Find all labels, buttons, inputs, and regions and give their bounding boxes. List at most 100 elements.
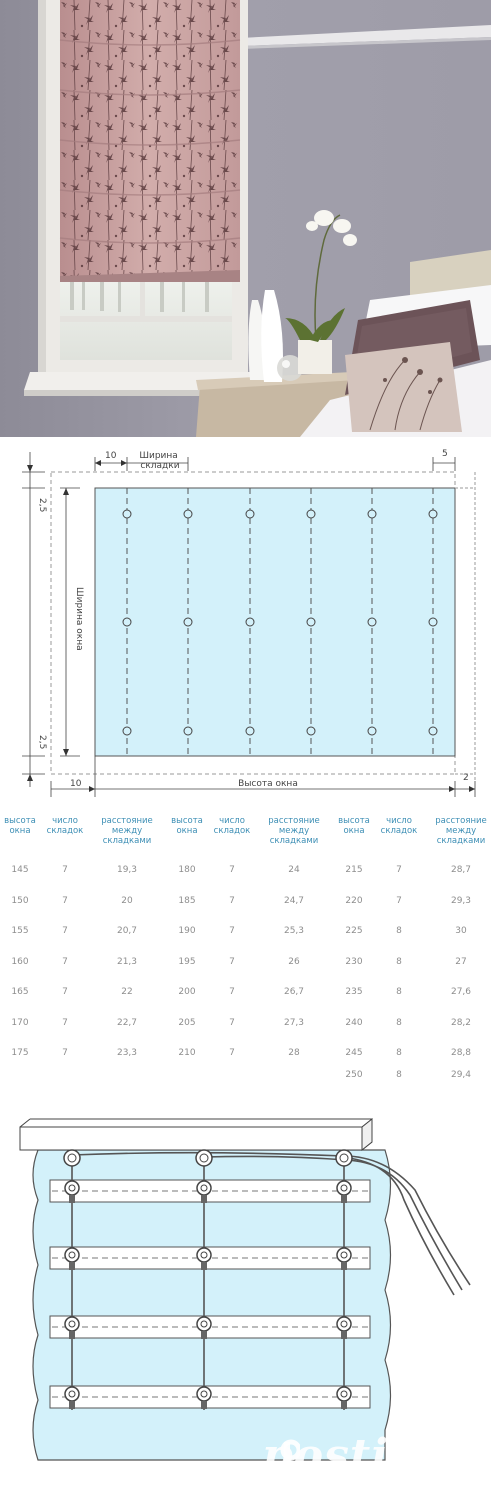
cell-distance: 27 [455, 957, 467, 967]
cell-distance: 28,7 [450, 865, 472, 875]
header-height: высота окна [4, 816, 36, 836]
cell-height: 195 [178, 957, 196, 967]
cell-height: 205 [178, 1018, 196, 1028]
fold-width-label: Ширина складки [139, 451, 180, 471]
header-folds: число складок [380, 816, 418, 836]
cell-folds: 7 [396, 865, 402, 875]
cell-distance: 29,3 [450, 896, 472, 906]
cell-height: 165 [11, 987, 29, 997]
cell-height: 190 [178, 926, 196, 936]
cell-distance: 24 [288, 865, 300, 875]
cell-height: 150 [11, 896, 29, 906]
cell-folds: 8 [396, 1048, 402, 1058]
cell-height: 245 [345, 1048, 363, 1058]
header-distance: расстояние между складками [101, 816, 153, 846]
cell-distance: 27,6 [450, 987, 472, 997]
cell-distance: 23,3 [116, 1048, 138, 1058]
cell-distance: 28 [288, 1048, 300, 1058]
fold-width-label-line1: Ширина [139, 451, 177, 461]
watermark-text: postila.ru [262, 1430, 491, 1481]
blind-assembly-diagram [19, 1117, 471, 1461]
table-column-1: высота окна число складок расстояние меж… [0, 812, 165, 1102]
cell-distance: 20,7 [116, 926, 138, 936]
header-distance: расстояние между складками [268, 816, 320, 846]
cell-height: 230 [345, 957, 363, 967]
cell-folds: 7 [229, 926, 235, 936]
headrail [19, 1117, 373, 1151]
cell-height: 170 [11, 1018, 29, 1028]
cell-folds: 7 [229, 1048, 235, 1058]
window-width-label: Ширина окна [74, 587, 84, 651]
cell-folds: 7 [62, 896, 68, 906]
cell-distance: 22 [121, 987, 133, 997]
fabric-panel [94, 487, 456, 757]
dim-side-top: 2,5 [37, 498, 47, 512]
cell-folds: 8 [396, 1070, 402, 1080]
cell-height: 215 [345, 865, 363, 875]
cell-folds: 7 [229, 896, 235, 906]
cell-folds: 7 [62, 1048, 68, 1058]
cell-folds: 8 [396, 987, 402, 997]
cell-height: 220 [345, 896, 363, 906]
ring-marks [122, 509, 438, 736]
cell-height: 175 [11, 1048, 29, 1058]
cell-distance: 20 [121, 896, 133, 906]
cell-distance: 28,8 [450, 1048, 472, 1058]
cell-folds: 7 [62, 1018, 68, 1028]
cell-folds: 7 [62, 926, 68, 936]
cell-distance: 22,7 [116, 1018, 138, 1028]
cell-folds: 7 [62, 987, 68, 997]
cell-folds: 7 [62, 957, 68, 967]
cell-height: 180 [178, 865, 196, 875]
header-height: высота окна [338, 816, 370, 836]
cell-height: 250 [345, 1070, 363, 1080]
fabric-panel [32, 1149, 392, 1461]
header-distance: расстояние между складками [435, 816, 487, 846]
dim-bottom-left: 10 [70, 779, 82, 789]
cell-distance: 25,3 [283, 926, 305, 936]
cell-height: 240 [345, 1018, 363, 1028]
cell-distance: 28,2 [450, 1018, 472, 1028]
cell-height: 200 [178, 987, 196, 997]
cell-distance: 24,7 [283, 896, 305, 906]
cell-distance: 21,3 [116, 957, 138, 967]
cell-distance: 27,3 [283, 1018, 305, 1028]
window-height-label: Высота окна [238, 779, 298, 789]
table-column-3: высота окна число складок расстояние меж… [334, 812, 491, 1102]
cell-distance: 26,7 [283, 987, 305, 997]
header-height: высота окна [171, 816, 203, 836]
header-folds: число складок [46, 816, 84, 836]
cords [71, 1151, 471, 1410]
dim-bottom-right: 2 [463, 773, 469, 783]
header-folds: число складок [213, 816, 251, 836]
room-photo [0, 0, 491, 437]
cell-height: 225 [345, 926, 363, 936]
cell-distance: 30 [455, 926, 467, 936]
cell-height: 185 [178, 896, 196, 906]
cell-distance: 19,3 [116, 865, 138, 875]
folds-table: высота окна число складок расстояние меж… [0, 812, 491, 1102]
cell-height: 160 [11, 957, 29, 967]
postila-logo-icon [280, 1439, 300, 1474]
cell-height: 145 [11, 865, 29, 875]
cell-folds: 7 [229, 865, 235, 875]
dim-top-right: 5 [442, 449, 448, 459]
table-column-2: высота окна число складок расстояние меж… [167, 812, 332, 1102]
cell-folds: 7 [229, 957, 235, 967]
cell-folds: 7 [62, 865, 68, 875]
cell-folds: 7 [229, 987, 235, 997]
blind-layout-diagram: 10 Ширина складки 5 2,5 2,5 Ширина окна … [22, 449, 476, 797]
cell-folds: 8 [396, 1018, 402, 1028]
cell-folds: 7 [396, 896, 402, 906]
cell-height: 155 [11, 926, 29, 936]
dim-top-left: 10 [105, 451, 117, 461]
cell-folds: 8 [396, 957, 402, 967]
dim-side-bottom: 2,5 [37, 735, 47, 749]
cell-distance: 29,4 [450, 1070, 472, 1080]
cell-distance: 26 [288, 957, 300, 967]
cell-height: 235 [345, 987, 363, 997]
cell-folds: 7 [229, 1018, 235, 1028]
cell-folds: 8 [396, 926, 402, 936]
fold-width-label-line2: складки [140, 461, 179, 471]
cell-height: 210 [178, 1048, 196, 1058]
